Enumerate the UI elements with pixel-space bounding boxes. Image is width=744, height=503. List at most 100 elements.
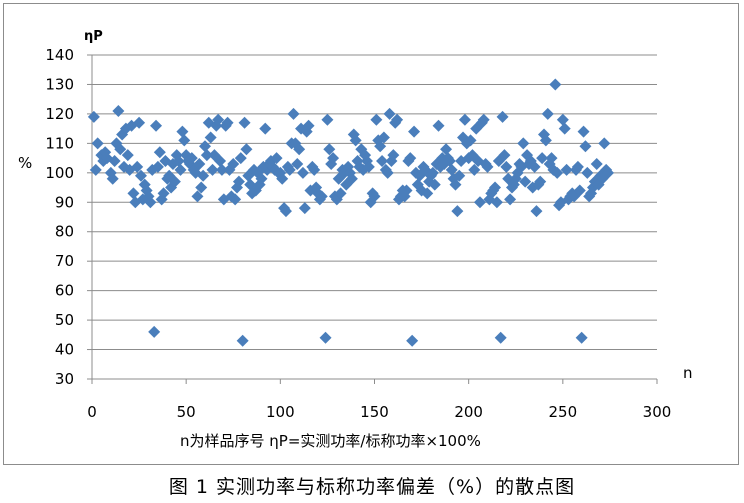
data-point [573,184,586,197]
data-point [560,163,573,176]
x-tick-label: 100 [266,403,295,421]
y-tick-label: 130 [45,75,74,93]
data-point [534,175,547,188]
data-point [377,131,390,144]
data-point [270,152,283,165]
data-point [283,163,296,176]
data-point [368,190,381,203]
data-point [453,169,466,182]
data-point [153,146,166,159]
data-point [345,172,358,185]
data-point [185,152,198,165]
chart-footnote: n为样品序号 ηP=实测功率/标称功率×100% [180,432,481,450]
data-point [387,149,400,162]
data-point [590,157,603,170]
data-point [214,155,227,168]
data-point [376,155,389,168]
data-point [321,113,334,126]
data-point [496,110,509,123]
data-point [400,184,413,197]
data-point [238,116,251,129]
y-tick-label: 30 [55,370,74,388]
data-point [259,122,272,135]
data-point [134,169,147,182]
data-point [157,187,170,200]
data-point [168,175,181,188]
data-point [577,125,590,138]
x-tick-label: 250 [549,403,578,421]
data-point [279,205,292,218]
data-point [246,187,259,200]
data-point [362,160,375,173]
y-tick-label: 50 [55,311,74,329]
data-point [227,157,240,170]
data-point [131,160,144,173]
data-point [545,152,558,165]
data-point [381,166,394,179]
data-point [530,205,543,218]
data-point [571,160,584,173]
data-point [602,166,615,179]
data-point [374,140,387,153]
data-point [178,134,191,147]
data-point [581,166,594,179]
data-point [579,140,592,153]
data-point [489,181,502,194]
data-point [334,187,347,200]
data-point [308,163,321,176]
data-point [494,331,507,344]
y-tick-label: 100 [45,164,74,182]
y-axis-label-eta: ηP [84,29,103,44]
x-tick-label: 0 [87,403,97,421]
data-point [293,143,306,156]
data-point [500,160,513,173]
y-tick-label: 90 [55,193,74,211]
data-point [106,172,119,185]
data-point [87,110,100,123]
data-point [575,331,588,344]
data-point [551,166,564,179]
data-point [370,113,383,126]
data-point [172,155,185,168]
data-point [464,134,477,147]
data-point [151,160,164,173]
data-point [89,163,102,176]
data-point [440,143,453,156]
data-point [349,134,362,147]
data-point [449,178,462,191]
data-point [428,178,441,191]
data-point [150,119,163,132]
figure-caption: 图 1 实测功率与标称功率偏差（%）的散点图 [168,476,576,498]
data-point [556,113,569,126]
x-axis-label: n [683,364,693,382]
data-point [443,155,456,168]
data-point [539,134,552,147]
data-point [519,175,532,188]
data-point [302,119,315,132]
data-point [195,181,208,194]
y-tick-label: 110 [45,134,74,152]
y-tick-label: 120 [45,105,74,123]
data-point [406,334,419,347]
data-point [481,160,494,173]
data-point [206,163,219,176]
data-point [541,107,554,120]
x-tick-label: 200 [454,403,483,421]
x-tick-label: 150 [360,403,389,421]
data-point [232,175,245,188]
y-tick-label: 80 [55,223,74,241]
y-axis-label-unit: % [18,154,32,172]
data-point [191,190,204,203]
data-point [504,193,517,206]
data-point [200,149,213,162]
data-point [291,157,304,170]
data-point [240,143,253,156]
data-point [473,196,486,209]
y-tick-labels: 30 40 50 60 70 80 90 100 110 120 130 140 [45,46,92,388]
data-point [498,149,511,162]
data-point [287,107,300,120]
data-point [204,131,217,144]
data-point [296,166,309,179]
data-point [445,163,458,176]
data-point [91,137,104,150]
